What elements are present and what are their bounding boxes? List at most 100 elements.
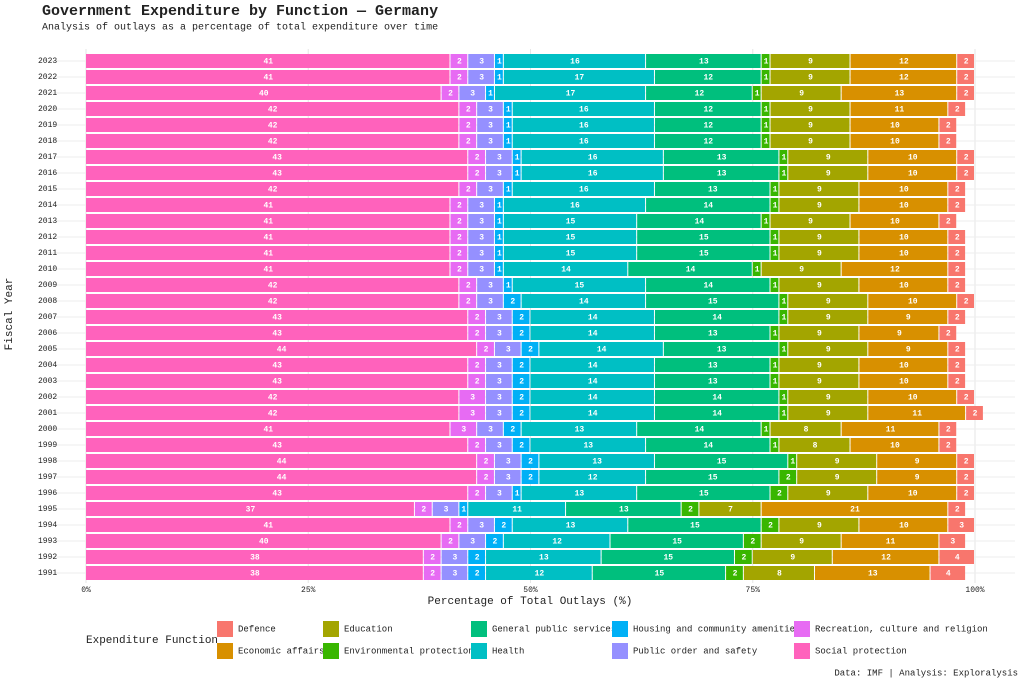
- bar-segment: [521, 470, 539, 484]
- bar-segment: [868, 486, 957, 500]
- bar-segment: [450, 214, 468, 228]
- bar-segment: [86, 374, 468, 388]
- segment-label: 14: [712, 394, 722, 403]
- bar-segment: [948, 198, 966, 212]
- segment-label: 3: [497, 394, 502, 403]
- segment-label: 2: [955, 266, 960, 275]
- bar-segment: [761, 70, 770, 84]
- x-tick-label: 100%: [965, 586, 984, 595]
- bar-segment: [530, 406, 654, 420]
- segment-label: 9: [808, 218, 813, 227]
- bar-segment: [86, 278, 459, 292]
- bar-segment: [530, 310, 654, 324]
- bar-segment: [86, 118, 459, 132]
- segment-label: 13: [592, 458, 602, 467]
- bar-segment: [770, 214, 850, 228]
- bar-segment: [646, 294, 779, 308]
- segment-label: 14: [703, 442, 713, 451]
- segment-label: 2: [457, 266, 462, 275]
- segment-label: 2: [964, 90, 969, 99]
- bar-segment: [477, 102, 503, 116]
- segment-label: 2: [466, 298, 471, 307]
- segment-label: 10: [899, 522, 909, 531]
- segment-label: 16: [588, 170, 598, 179]
- segment-label: 42: [268, 298, 278, 307]
- bar-segment: [494, 54, 503, 68]
- bar-segment: [646, 198, 770, 212]
- bar-segment: [663, 150, 779, 164]
- segment-label: 16: [588, 154, 598, 163]
- segment-label: 2: [964, 490, 969, 499]
- segment-label: 14: [588, 378, 598, 387]
- segment-label: 1: [773, 282, 778, 291]
- legend-swatch: [217, 643, 233, 659]
- bar-segment: [761, 422, 770, 436]
- bar-segment: [503, 118, 512, 132]
- segment-label: 2: [475, 378, 480, 387]
- bar-segment: [637, 230, 770, 244]
- segment-label: 1: [497, 202, 502, 211]
- segment-label: 10: [899, 250, 909, 259]
- bar-segment: [654, 70, 761, 84]
- bar-segment: [468, 310, 486, 324]
- segment-label: 14: [597, 346, 607, 355]
- bar-segment: [450, 198, 468, 212]
- segment-label: 14: [712, 410, 722, 419]
- segment-label: 15: [672, 538, 682, 547]
- bar-segment: [441, 566, 468, 580]
- segment-label: 4: [946, 570, 951, 579]
- segment-label: 12: [552, 538, 562, 547]
- segment-label: 1: [764, 426, 769, 435]
- segment-label: 3: [497, 314, 502, 323]
- bar-segment: [646, 86, 752, 100]
- segment-label: 10: [899, 186, 909, 195]
- segment-label: 43: [272, 314, 282, 323]
- segment-label: 44: [277, 474, 287, 483]
- segment-label: 2: [475, 154, 480, 163]
- segment-label: 1: [764, 122, 769, 131]
- segment-label: 1: [764, 138, 769, 147]
- legend-label: Defence: [238, 624, 276, 634]
- bar-segment: [530, 326, 654, 340]
- bar-segment: [503, 230, 637, 244]
- segment-label: 2: [466, 138, 471, 147]
- segment-label: 9: [835, 458, 840, 467]
- bar-segment: [663, 342, 779, 356]
- bar-segment: [654, 406, 779, 420]
- segment-label: 9: [799, 90, 804, 99]
- bar-segment: [628, 262, 752, 276]
- segment-label: 4: [955, 554, 960, 563]
- segment-label: 13: [699, 58, 709, 67]
- segment-label: 13: [619, 506, 629, 515]
- segment-label: 1: [488, 90, 493, 99]
- bar-segment: [86, 342, 477, 356]
- bar-segment: [494, 454, 521, 468]
- bar-segment: [468, 262, 494, 276]
- bar-segment: [939, 534, 966, 548]
- bar-segment: [521, 342, 539, 356]
- y-tick-label: 2000: [38, 425, 57, 434]
- segment-label: 2: [457, 202, 462, 211]
- segment-label: 3: [479, 522, 484, 531]
- segment-label: 2: [768, 522, 773, 531]
- segment-label: 3: [497, 362, 502, 371]
- legend-label: Social protection: [815, 646, 907, 656]
- bar-segment: [450, 518, 468, 532]
- bar-segment: [637, 422, 761, 436]
- bar-segment: [601, 550, 734, 564]
- segment-label: 14: [703, 282, 713, 291]
- segment-label: 2: [955, 362, 960, 371]
- segment-label: 3: [479, 74, 484, 83]
- segment-label: 2: [457, 58, 462, 67]
- segment-label: 10: [899, 234, 909, 243]
- segment-label: 1: [497, 58, 502, 67]
- segment-label: 2: [475, 362, 480, 371]
- bar-segment: [432, 502, 459, 516]
- bar-segment: [459, 86, 486, 100]
- segment-label: 14: [588, 394, 598, 403]
- bar-segment: [459, 134, 477, 148]
- segment-label: 2: [955, 506, 960, 515]
- segment-label: 9: [915, 474, 920, 483]
- segment-label: 9: [799, 538, 804, 547]
- bar-segment: [841, 86, 957, 100]
